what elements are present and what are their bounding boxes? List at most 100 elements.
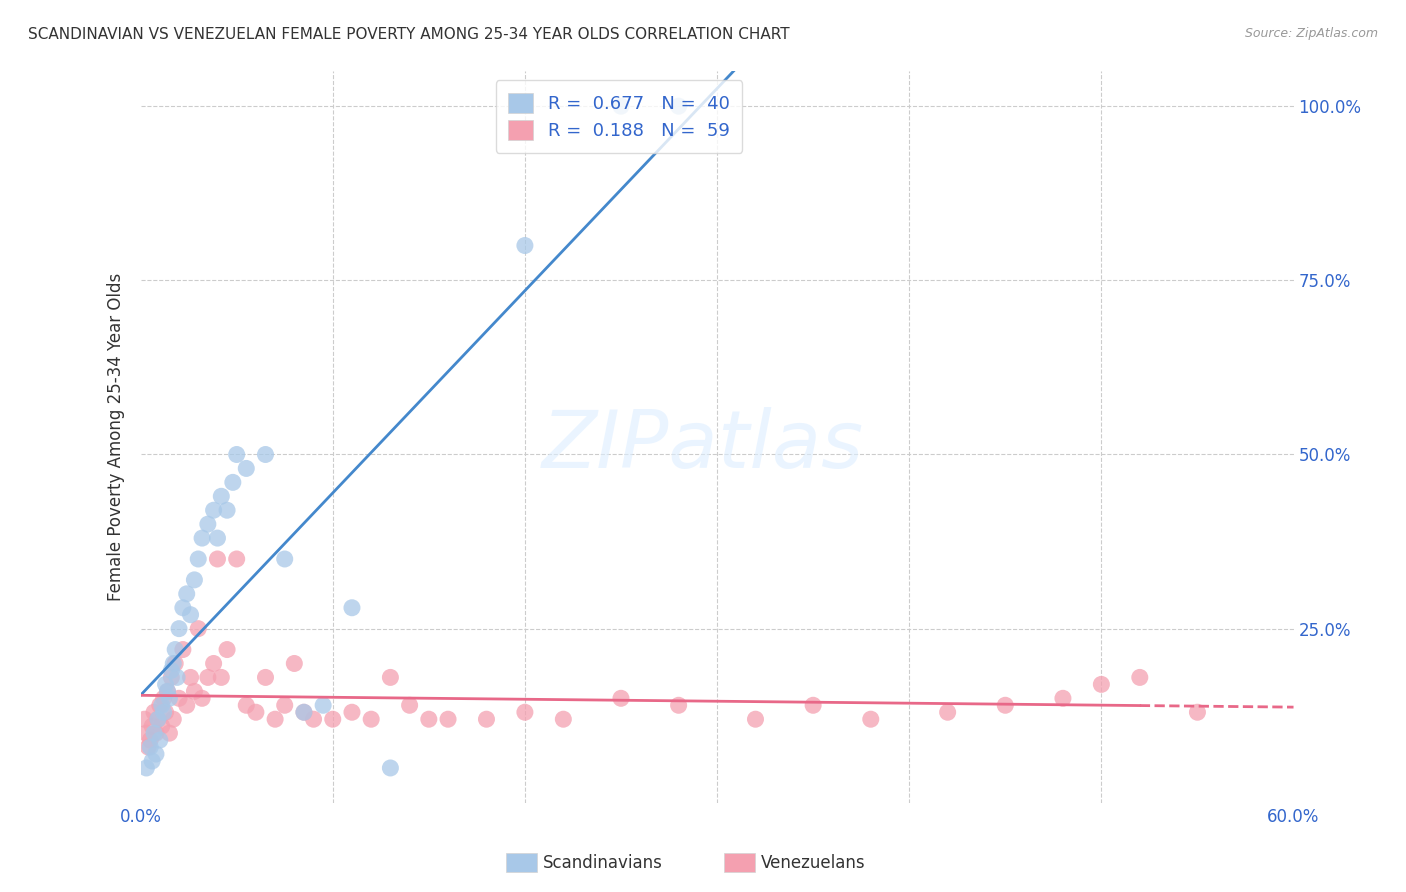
Point — [513, 705, 536, 719]
Point — [994, 698, 1017, 713]
Point — [340, 600, 363, 615]
Point — [160, 670, 183, 684]
Point — [209, 670, 232, 684]
Point — [152, 691, 174, 706]
Point — [150, 698, 173, 713]
Point — [225, 552, 247, 566]
Point — [135, 726, 157, 740]
Point — [183, 684, 205, 698]
Point — [172, 642, 194, 657]
Text: Source: ZipAtlas.com: Source: ZipAtlas.com — [1244, 27, 1378, 40]
Point — [152, 705, 174, 719]
Point — [156, 684, 179, 698]
Point — [274, 552, 297, 566]
Point — [245, 705, 267, 719]
Point — [1052, 691, 1074, 706]
Point — [801, 698, 824, 713]
Point — [155, 705, 177, 719]
Point — [191, 691, 214, 706]
Point — [162, 712, 184, 726]
Point — [145, 726, 167, 740]
Point — [167, 691, 190, 706]
Point — [1187, 705, 1209, 719]
Point — [217, 642, 239, 657]
Point — [254, 448, 277, 462]
Point — [146, 712, 169, 726]
Point — [149, 698, 172, 713]
Point — [143, 705, 166, 719]
Point — [340, 705, 363, 719]
Text: SCANDINAVIAN VS VENEZUELAN FEMALE POVERTY AMONG 25-34 YEAR OLDS CORRELATION CHAR: SCANDINAVIAN VS VENEZUELAN FEMALE POVERT… — [28, 27, 790, 42]
Legend: R =  0.677   N =  40, R =  0.188   N =  59: R = 0.677 N = 40, R = 0.188 N = 59 — [495, 80, 742, 153]
Point — [159, 726, 180, 740]
Point — [936, 705, 959, 719]
Point — [165, 657, 187, 671]
Point — [180, 670, 202, 684]
Point — [141, 754, 163, 768]
Point — [143, 726, 166, 740]
Point — [187, 622, 209, 636]
Point — [149, 733, 172, 747]
Point — [302, 712, 325, 726]
Point — [139, 733, 162, 747]
Point — [135, 761, 157, 775]
Point — [668, 99, 690, 113]
Point — [165, 642, 187, 657]
Point — [380, 670, 402, 684]
Point — [187, 552, 209, 566]
Point — [222, 475, 245, 490]
Point — [418, 712, 440, 726]
Point — [197, 670, 219, 684]
Point — [191, 531, 214, 545]
Point — [202, 657, 225, 671]
Point — [145, 747, 167, 761]
Point — [162, 657, 184, 671]
Point — [1090, 677, 1112, 691]
Text: Scandinavians: Scandinavians — [543, 854, 662, 871]
Point — [209, 489, 232, 503]
Text: ZIPatlas: ZIPatlas — [541, 407, 865, 485]
Point — [183, 573, 205, 587]
Point — [437, 712, 460, 726]
Point — [160, 664, 183, 678]
Point — [146, 712, 169, 726]
Point — [264, 712, 287, 726]
Point — [139, 740, 162, 755]
Point — [274, 698, 297, 713]
Point — [150, 719, 173, 733]
Point — [197, 517, 219, 532]
Point — [380, 761, 402, 775]
Point — [176, 698, 198, 713]
Point — [176, 587, 198, 601]
Point — [610, 691, 633, 706]
Point — [398, 698, 420, 713]
Point — [292, 705, 315, 719]
Point — [610, 99, 633, 113]
Point — [322, 712, 344, 726]
Text: Venezuelans: Venezuelans — [761, 854, 865, 871]
Point — [360, 712, 382, 726]
Point — [235, 698, 257, 713]
Point — [668, 698, 690, 713]
Point — [156, 684, 179, 698]
Point — [136, 740, 159, 755]
Point — [172, 600, 194, 615]
Point — [134, 712, 156, 726]
Point — [180, 607, 202, 622]
Point — [207, 531, 229, 545]
Point — [167, 622, 190, 636]
Y-axis label: Female Poverty Among 25-34 Year Olds: Female Poverty Among 25-34 Year Olds — [107, 273, 125, 601]
Point — [744, 712, 766, 726]
Point — [235, 461, 257, 475]
Point — [1129, 670, 1152, 684]
Point — [513, 238, 536, 252]
Point — [202, 503, 225, 517]
Point — [254, 670, 277, 684]
Point — [217, 503, 239, 517]
Point — [553, 712, 575, 726]
Point — [292, 705, 315, 719]
Point — [312, 698, 335, 713]
Point — [475, 712, 498, 726]
Point — [141, 719, 163, 733]
Point — [166, 670, 188, 684]
